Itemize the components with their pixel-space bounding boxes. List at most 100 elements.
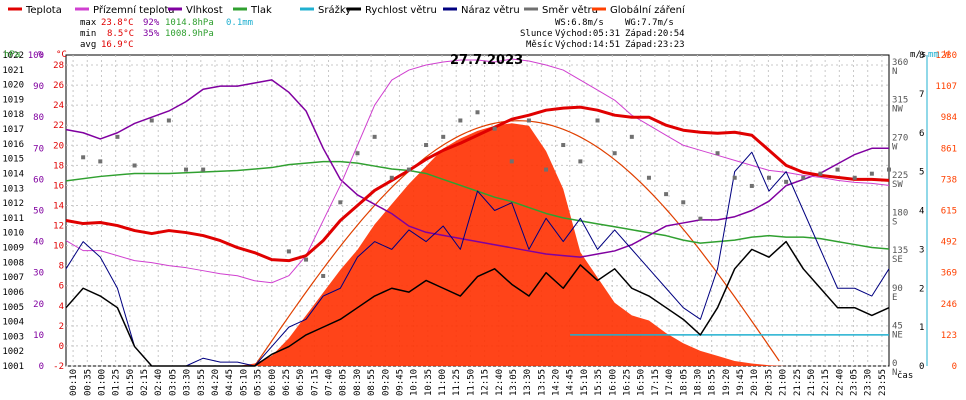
- x-tick-label: 19:20: [722, 369, 732, 396]
- x-tick-label: 21:00: [779, 369, 789, 396]
- x-tick-label: 19:45: [736, 369, 746, 396]
- direction-tick-label: NE: [892, 330, 903, 340]
- wind-direction-point: [732, 175, 737, 180]
- axis-tick-label: 20: [53, 141, 64, 151]
- legend-label: Náraz větru: [461, 4, 520, 16]
- wind-axis-label: m/s: [910, 50, 926, 60]
- wind-direction-point: [355, 151, 360, 156]
- axis-tick-label: 0: [919, 362, 924, 372]
- axis-tick-label: 1006: [2, 288, 24, 298]
- x-tick-label: 03:05: [168, 369, 178, 396]
- wind-direction-points: [81, 110, 891, 278]
- x-tick-label: 13:05: [509, 369, 519, 396]
- x-tick-label: 18:30: [693, 369, 703, 396]
- axes: 1001100210031004100510061007100810091010…: [2, 50, 957, 396]
- legend-label: Rychlost větru: [365, 4, 437, 16]
- axis-tick-label: 1107: [935, 82, 957, 92]
- wind-direction-point: [286, 249, 291, 254]
- x-tick-label: 14:45: [566, 369, 576, 396]
- moon-label: Měsíc: [526, 40, 553, 50]
- x-tick-label: 16:50: [637, 369, 647, 396]
- x-tick-label: 17:15: [651, 369, 661, 396]
- stat-min-hum: 35%: [143, 29, 160, 39]
- stat-min-label: min: [80, 29, 96, 39]
- stat-min-press: 1008.9hPa: [165, 29, 214, 39]
- wind-direction-point: [561, 143, 566, 148]
- axis-tick-label: 30: [33, 269, 44, 279]
- x-tick-label: 01:00: [97, 369, 107, 396]
- axis-tick-label: 4: [59, 302, 64, 312]
- axis-tick-label: 1013: [2, 184, 24, 194]
- legend: Teplota Přízemní teplota Vlhkost Tlak Srážky…: [8, 4, 686, 16]
- x-tick-label: 13:30: [523, 369, 533, 396]
- axis-tick-label: 60: [33, 175, 44, 185]
- axis-tick-label: 861: [941, 144, 957, 154]
- wind-direction-point: [372, 134, 377, 139]
- axis-tick-label: 6: [919, 129, 924, 139]
- axis-tick-label: 1017: [2, 125, 24, 135]
- direction-tick-label: 0: [892, 359, 897, 369]
- wind-direction-point: [526, 118, 531, 123]
- axis-tick-label: -2: [53, 362, 64, 372]
- axis-tick-label: 1021: [2, 66, 24, 76]
- x-tick-label: 09:45: [395, 369, 405, 396]
- x-tick-label: 15:10: [580, 369, 590, 396]
- axis-tick-label: 1009: [2, 244, 24, 254]
- axis-tick-label: 18: [53, 161, 64, 171]
- wind-direction-point: [166, 118, 171, 123]
- axis-tick-label: 492: [941, 238, 957, 248]
- axis-tick-label: 1008: [2, 258, 24, 268]
- stat-max-hum: 92%: [143, 18, 160, 28]
- direction-tick-label: NW: [892, 105, 903, 115]
- legend-label: Srážky: [318, 4, 351, 16]
- direction-tick-label: N: [892, 67, 897, 77]
- axis-tick-label: 22: [53, 121, 64, 131]
- wind-direction-point: [852, 175, 857, 180]
- series-lines: [65, 58, 890, 367]
- axis-tick-label: 123: [941, 331, 957, 341]
- axis-tick-label: 0: [952, 362, 957, 372]
- wind-direction-point: [389, 175, 394, 180]
- axis-tick-label: 0: [59, 342, 64, 352]
- wind-direction-point: [612, 151, 617, 156]
- wind-direction-point: [664, 192, 669, 197]
- x-tick-label: 08:30: [353, 369, 363, 396]
- axis-tick-label: 4: [919, 207, 924, 217]
- wind-direction-point: [406, 167, 411, 172]
- x-tick-label: 01:25: [112, 369, 122, 396]
- series-line-Rychlost větru: [65, 240, 890, 367]
- wind-direction-point: [304, 257, 309, 262]
- axis-tick-label: 1: [919, 323, 924, 333]
- stat-max-temp: 23.8°C: [101, 18, 134, 28]
- axis-tick-label: 1014: [2, 169, 24, 179]
- humidity-axis-label: %: [38, 50, 44, 60]
- axis-tick-label: 8: [919, 51, 924, 61]
- wind-direction-point: [595, 118, 600, 123]
- x-tick-label: 01:50: [126, 369, 136, 396]
- legend-label: Tlak: [250, 5, 272, 16]
- stat-max-rain: 0.1mm: [226, 18, 253, 28]
- wind-direction-point: [115, 134, 120, 139]
- stat-avg-label: avg: [80, 40, 96, 50]
- temperature-axis-label: °C: [56, 50, 67, 60]
- wind-direction-point: [818, 171, 823, 176]
- axis-tick-label: 80: [33, 113, 44, 123]
- x-tick-label: 08:55: [367, 369, 377, 396]
- axis-tick-label: 16: [53, 181, 64, 191]
- axis-tick-label: 90: [33, 82, 44, 92]
- x-tick-label: 13:55: [537, 369, 547, 396]
- wind-direction-point: [509, 159, 514, 164]
- x-tick-label: 12:15: [481, 369, 491, 396]
- axis-tick-label: 70: [33, 144, 44, 154]
- axis-tick-label: 1016: [2, 140, 24, 150]
- axis-tick-label: 7: [919, 90, 924, 100]
- axis-tick-label: 1004: [2, 318, 24, 328]
- wind-direction-point: [578, 159, 583, 164]
- axis-tick-label: 1002: [2, 347, 24, 357]
- axis-tick-label: 1001: [2, 362, 24, 372]
- direction-tick-label: N: [892, 368, 897, 378]
- wind-direction-point: [629, 134, 634, 139]
- x-tick-label: 06:50: [296, 369, 306, 396]
- x-tick-label: 10:10: [410, 369, 420, 396]
- axis-tick-label: 2: [919, 284, 924, 294]
